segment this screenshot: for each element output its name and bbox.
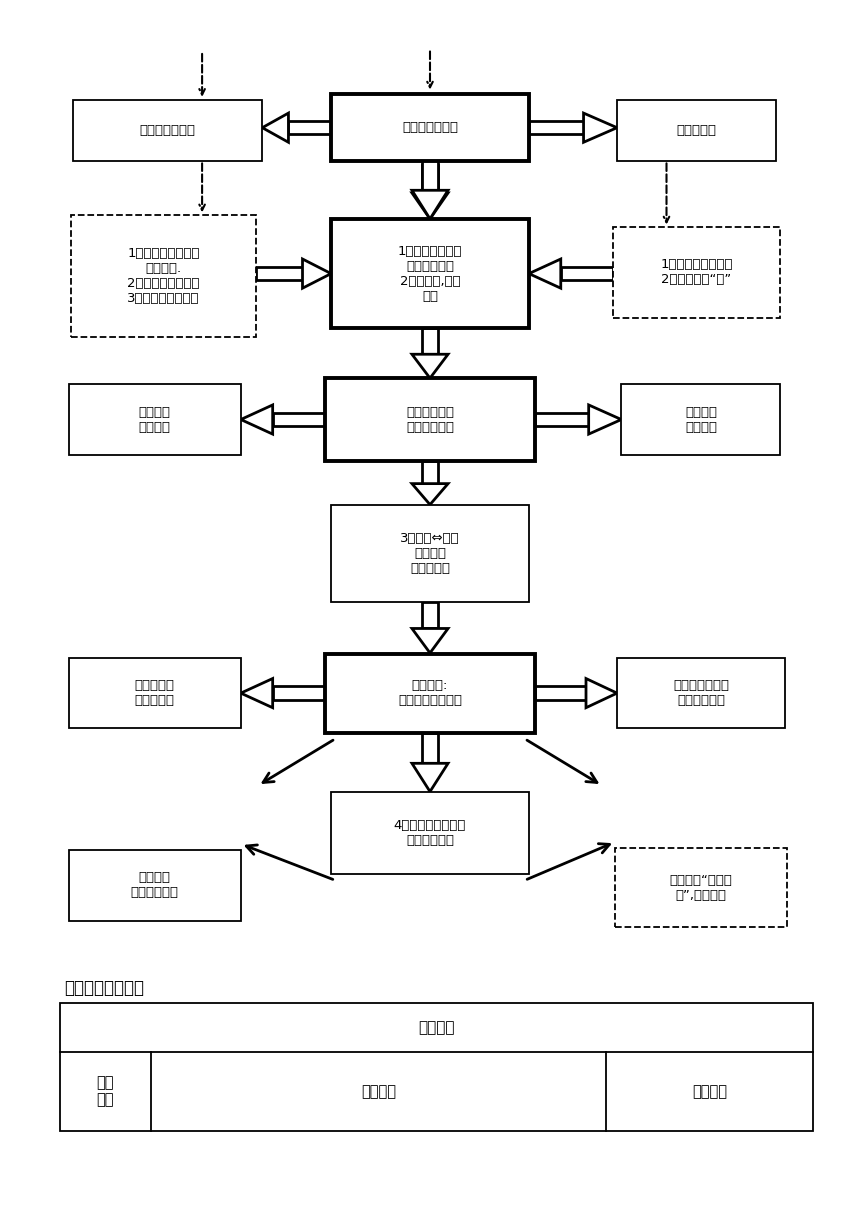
Polygon shape xyxy=(412,193,448,219)
Polygon shape xyxy=(303,259,331,288)
Text: 1、面积公式的选择
2、巧用面积“桥”: 1、面积公式的选择 2、巧用面积“桥” xyxy=(660,258,733,287)
Text: 菱形性质的应用: 菱形性质的应用 xyxy=(139,124,196,136)
Bar xyxy=(621,384,780,455)
Bar xyxy=(561,266,612,281)
Text: 拓展提升:
菱形中的最値问题: 拓展提升: 菱形中的最値问题 xyxy=(398,679,462,708)
Text: 五、教学过程设计: 五、教学过程设计 xyxy=(64,979,144,997)
Bar xyxy=(256,266,303,281)
Polygon shape xyxy=(412,629,448,653)
Text: 菱形的计算问题: 菱形的计算问题 xyxy=(402,122,458,134)
Text: 师生活动: 师生活动 xyxy=(361,1083,396,1099)
Bar xyxy=(331,94,529,161)
Bar xyxy=(421,461,439,484)
Bar xyxy=(421,328,439,354)
Bar xyxy=(421,165,439,193)
Bar xyxy=(421,732,439,764)
Text: 菱形的面积: 菱形的面积 xyxy=(677,124,716,136)
Bar xyxy=(273,412,325,427)
Bar xyxy=(69,384,241,455)
Bar xyxy=(331,505,529,602)
Bar xyxy=(617,100,777,161)
Bar xyxy=(331,219,529,328)
Bar xyxy=(71,215,255,337)
Polygon shape xyxy=(412,764,448,792)
Polygon shape xyxy=(241,679,273,708)
Bar xyxy=(69,658,241,728)
Bar xyxy=(69,850,241,921)
Text: 菱形中的动态三
角形面积最値: 菱形中的动态三 角形面积最値 xyxy=(673,679,729,708)
Bar xyxy=(535,412,588,427)
Bar xyxy=(324,378,535,461)
Bar xyxy=(617,658,784,728)
Polygon shape xyxy=(586,679,617,708)
Text: 1、巧用性质求线段
（周长）.
2、巧用性质求角度
3、巧用性质判形状: 1、巧用性质求线段 （周长）. 2、巧用性质求角度 3、巧用性质判形状 xyxy=(127,247,200,305)
Text: 1、菱形问题转化
到特殊三角形
2、等面积,方程
思想: 1、菱形问题转化 到特殊三角形 2、等面积,方程 思想 xyxy=(397,244,463,303)
Polygon shape xyxy=(588,405,621,434)
Bar xyxy=(273,686,325,700)
Text: 教学
步骤: 教学 步骤 xyxy=(96,1075,114,1108)
Bar xyxy=(615,849,787,927)
Bar xyxy=(324,654,535,732)
Bar xyxy=(73,100,262,161)
Bar xyxy=(421,159,439,190)
Text: 3、性质⇔判定
相辅相成
区别与联系: 3、性质⇔判定 相辅相成 区别与联系 xyxy=(400,531,460,575)
Polygon shape xyxy=(529,259,561,288)
Text: 4、巧用对称、旋转
变中寻找不变: 4、巧用对称、旋转 变中寻找不变 xyxy=(394,818,466,848)
Bar xyxy=(421,602,439,629)
Bar xyxy=(60,1003,813,1131)
Text: 综合应用
严格证明: 综合应用 严格证明 xyxy=(685,405,717,434)
Bar xyxy=(288,120,331,135)
Text: 升华小结
一般方法策略: 升华小结 一般方法策略 xyxy=(131,871,179,900)
Text: 设计意图: 设计意图 xyxy=(692,1083,727,1099)
Text: 教学活动: 教学活动 xyxy=(418,1020,455,1035)
Bar xyxy=(331,792,529,874)
Polygon shape xyxy=(412,190,448,219)
Text: 几何直观
推理判定: 几何直观 推理判定 xyxy=(138,405,171,434)
Text: 综合应用菱形
的性质与判定: 综合应用菱形 的性质与判定 xyxy=(406,405,454,434)
Polygon shape xyxy=(412,484,448,505)
Bar xyxy=(612,226,780,317)
Polygon shape xyxy=(584,113,617,142)
Bar xyxy=(529,120,584,135)
Polygon shape xyxy=(262,113,288,142)
Polygon shape xyxy=(241,405,273,434)
Text: 课后完成“专项练
习”,应用提升: 课后完成“专项练 习”,应用提升 xyxy=(669,873,733,902)
Text: 菱形背景求
线段和最値: 菱形背景求 线段和最値 xyxy=(135,679,175,708)
Bar xyxy=(535,686,586,700)
Polygon shape xyxy=(412,354,448,378)
